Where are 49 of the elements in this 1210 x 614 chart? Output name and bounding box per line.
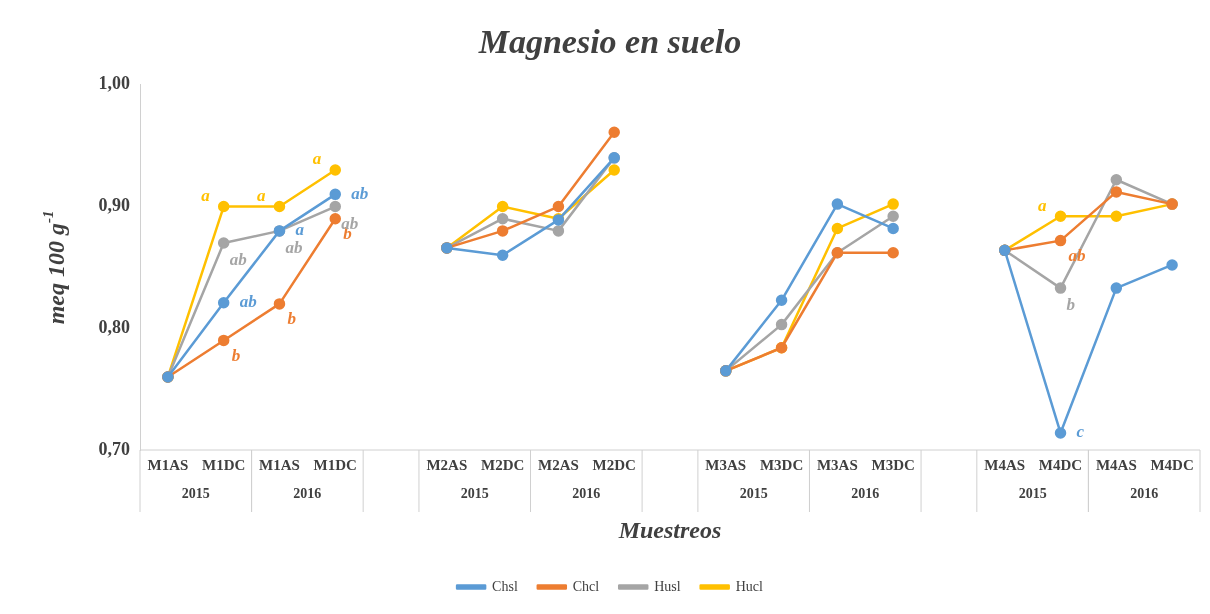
x-tick-label: M4AS bbox=[1095, 456, 1137, 473]
x-tick-label: M3DC bbox=[871, 456, 915, 473]
y-axis-title: meq 100 g-1 bbox=[39, 210, 70, 325]
text: 2016 bbox=[572, 485, 601, 501]
data-label: a bbox=[312, 149, 322, 169]
text: 2015 bbox=[739, 485, 768, 501]
text: 2016 bbox=[1130, 485, 1159, 501]
x-tick-label: M2AS bbox=[538, 456, 579, 473]
legend-label: Hucl bbox=[735, 578, 763, 594]
y-tick-label: 0,90 bbox=[98, 195, 130, 216]
x-tick-label: M4AS bbox=[984, 456, 1026, 473]
y-tick-label: 0,80 bbox=[98, 316, 130, 337]
x-tick-label: M1DC bbox=[202, 456, 246, 473]
data-label: b bbox=[1066, 295, 1076, 315]
data-label: b bbox=[231, 345, 241, 365]
chart-title: Magnesio en suelo bbox=[477, 23, 742, 61]
text: 2016 bbox=[293, 485, 322, 501]
data-label: a bbox=[1038, 195, 1048, 215]
data-label: a bbox=[201, 185, 211, 205]
x-tick-label: M1DC bbox=[313, 456, 357, 473]
data-label: a bbox=[295, 220, 305, 240]
x-tick-label: M2AS bbox=[426, 456, 468, 473]
data-label: b bbox=[287, 309, 296, 329]
text: 2015 bbox=[181, 485, 210, 501]
x-tick-label: M2DC bbox=[592, 456, 636, 473]
x-tick-label: M3AS bbox=[816, 456, 858, 473]
x-tick-label: M1AS bbox=[147, 456, 189, 473]
data-label: ab bbox=[239, 292, 257, 312]
x-tick-label: M2DC bbox=[480, 456, 525, 473]
y-tick-label: 1,00 bbox=[98, 73, 130, 94]
x-tick-label: M4DC bbox=[1150, 456, 1194, 473]
data-label: ab bbox=[1068, 246, 1086, 266]
data-label: a bbox=[256, 185, 266, 205]
data-label: ab bbox=[285, 238, 303, 258]
data-label: ab bbox=[229, 250, 247, 270]
x-tick-label: M3DC bbox=[759, 456, 804, 473]
x-tick-label: M1AS bbox=[259, 456, 300, 473]
x-tick-label: M4DC bbox=[1038, 456, 1083, 473]
x-tick-label: M3AS bbox=[705, 456, 747, 473]
legend-label: Husl bbox=[654, 578, 681, 594]
legend-label: Chcl bbox=[572, 578, 600, 594]
text: 2016 bbox=[851, 485, 880, 501]
data-label: c bbox=[1076, 422, 1085, 442]
x-axis-title: Muestreos bbox=[617, 517, 722, 544]
y-tick-label: 0,70 bbox=[98, 438, 130, 459]
text: 2015 bbox=[460, 485, 489, 501]
text: 2015 bbox=[1018, 485, 1047, 501]
data-label: ab bbox=[351, 183, 369, 203]
legend-label: Chsl bbox=[492, 578, 518, 594]
